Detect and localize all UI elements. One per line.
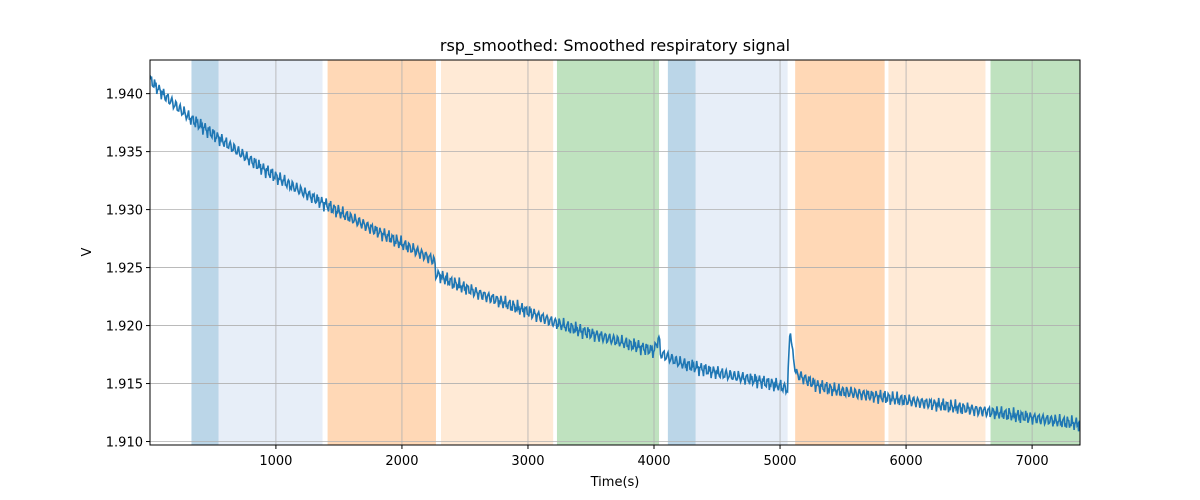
highlight-region — [218, 60, 323, 445]
x-tick-label: 7000 — [1016, 454, 1049, 469]
y-tick-label: 1.920 — [106, 320, 143, 335]
highlight-region — [888, 60, 986, 445]
series-line — [150, 75, 1080, 432]
y-tick-label: 1.940 — [106, 88, 143, 103]
highlight-regions — [191, 60, 1080, 445]
x-tick-label: 3000 — [511, 454, 544, 469]
y-axis-ticks: 1.910 1.915 1.920 1.925 1.930 1.935 1.940 — [106, 88, 150, 451]
plot-frame — [149, 59, 1081, 446]
x-tick-label: 6000 — [890, 454, 923, 469]
x-tick-label: 4000 — [637, 454, 670, 469]
y-tick-label: 1.915 — [106, 378, 143, 393]
highlight-region — [667, 60, 696, 445]
x-tick-label: 1000 — [259, 454, 292, 469]
highlight-region — [441, 60, 554, 445]
y-tick-label: 1.910 — [106, 436, 143, 451]
y-tick-label: 1.930 — [106, 204, 143, 219]
y-axis-label: V — [80, 247, 95, 256]
x-tick-label: 2000 — [385, 454, 418, 469]
highlight-region — [990, 60, 1080, 445]
y-tick-label: 1.935 — [106, 146, 143, 161]
series-layer — [150, 75, 1080, 432]
x-tick-label: 5000 — [763, 454, 796, 469]
y-tick-label: 1.925 — [106, 262, 143, 277]
x-axis-ticks: 1000 2000 3000 4000 5000 6000 7000 — [259, 445, 1049, 469]
highlight-region — [327, 60, 436, 445]
highlight-region — [556, 60, 660, 445]
x-axis-label: Time(s) — [590, 475, 640, 490]
chart-title: rsp_smoothed: Smoothed respiratory signa… — [440, 36, 790, 56]
